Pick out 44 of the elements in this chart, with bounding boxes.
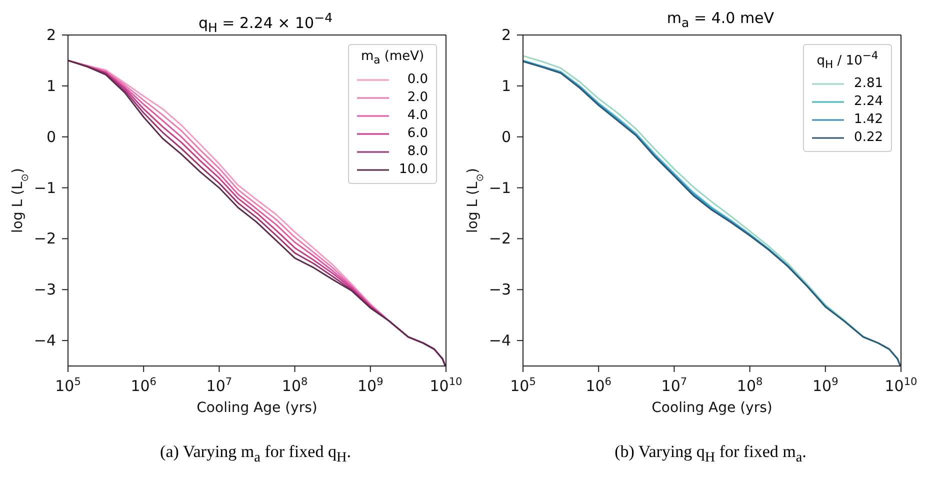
x-tick-label: 10$^{7}$ bbox=[661, 376, 688, 395]
legend-title: m$_{a}$ (meV) bbox=[360, 49, 426, 67]
y-tick-label: −1 bbox=[488, 178, 511, 197]
legend-label: 6.0 bbox=[407, 126, 428, 142]
x-tick-label: 10$^{9}$ bbox=[812, 376, 838, 395]
y-tick-label: −2 bbox=[488, 230, 511, 248]
x-tick-label: 10$^{8}$ bbox=[282, 376, 308, 395]
legend-title: q$_{H}$ / 10$^{−4}$ bbox=[816, 49, 880, 71]
legend-label: 2.0 bbox=[407, 90, 428, 106]
text: (a) Varying m$_{a}$ for fixed q$_{H}$. bbox=[159, 442, 352, 466]
x-tick-label: 10$^{6}$ bbox=[130, 376, 157, 395]
y-tick-label: −1 bbox=[34, 178, 56, 197]
legend-label: 2.24 bbox=[854, 94, 883, 110]
legend-label: 8.0 bbox=[407, 144, 428, 160]
y-tick-label: 2 bbox=[501, 26, 511, 44]
y-tick-label: 1 bbox=[46, 76, 56, 95]
legend-label: 4.0 bbox=[407, 108, 428, 124]
y-tick-label: 0 bbox=[501, 128, 511, 146]
x-tick-label: 10$^{9}$ bbox=[358, 376, 384, 395]
y-tick-label: −3 bbox=[34, 280, 56, 299]
chart-title: m$_{a}$ = 4.0 meV bbox=[666, 9, 774, 30]
x-tick-label: 10$^{10}$ bbox=[430, 376, 462, 395]
legend-label: 2.81 bbox=[854, 76, 883, 92]
y-tick-label: −3 bbox=[488, 280, 511, 299]
y-tick-label: 0 bbox=[46, 128, 56, 146]
y-tick-label: 1 bbox=[501, 76, 511, 95]
x-tick-label: 10$^{5}$ bbox=[55, 376, 81, 395]
chart-title: q$_{H}$ = 2.24 × 10$^{−4}$ bbox=[198, 10, 333, 35]
legend-label: 0.22 bbox=[854, 130, 883, 146]
x-tick-label: 10$^{10}$ bbox=[884, 376, 918, 395]
x-axis-title: Cooling Age (yrs) bbox=[196, 400, 318, 416]
y-tick-label: −4 bbox=[34, 332, 56, 350]
legend-label: 0.0 bbox=[407, 72, 428, 88]
x-axis-title: Cooling Age (yrs) bbox=[652, 400, 772, 416]
y-tick-label: −2 bbox=[34, 230, 56, 248]
text: (b) Varying q$_{H}$ for fixed m$_{a}$. bbox=[614, 442, 808, 466]
x-tick-label: 10$^{5}$ bbox=[510, 376, 536, 395]
y-tick-label: −4 bbox=[488, 332, 511, 350]
y-tick-label: 2 bbox=[46, 26, 56, 44]
legend-label: 10.0 bbox=[399, 162, 428, 178]
x-tick-label: 10$^{8}$ bbox=[736, 376, 763, 395]
legend-label: 1.42 bbox=[854, 112, 883, 128]
x-tick-label: 10$^{6}$ bbox=[586, 376, 612, 395]
x-tick-label: 10$^{7}$ bbox=[206, 376, 232, 395]
